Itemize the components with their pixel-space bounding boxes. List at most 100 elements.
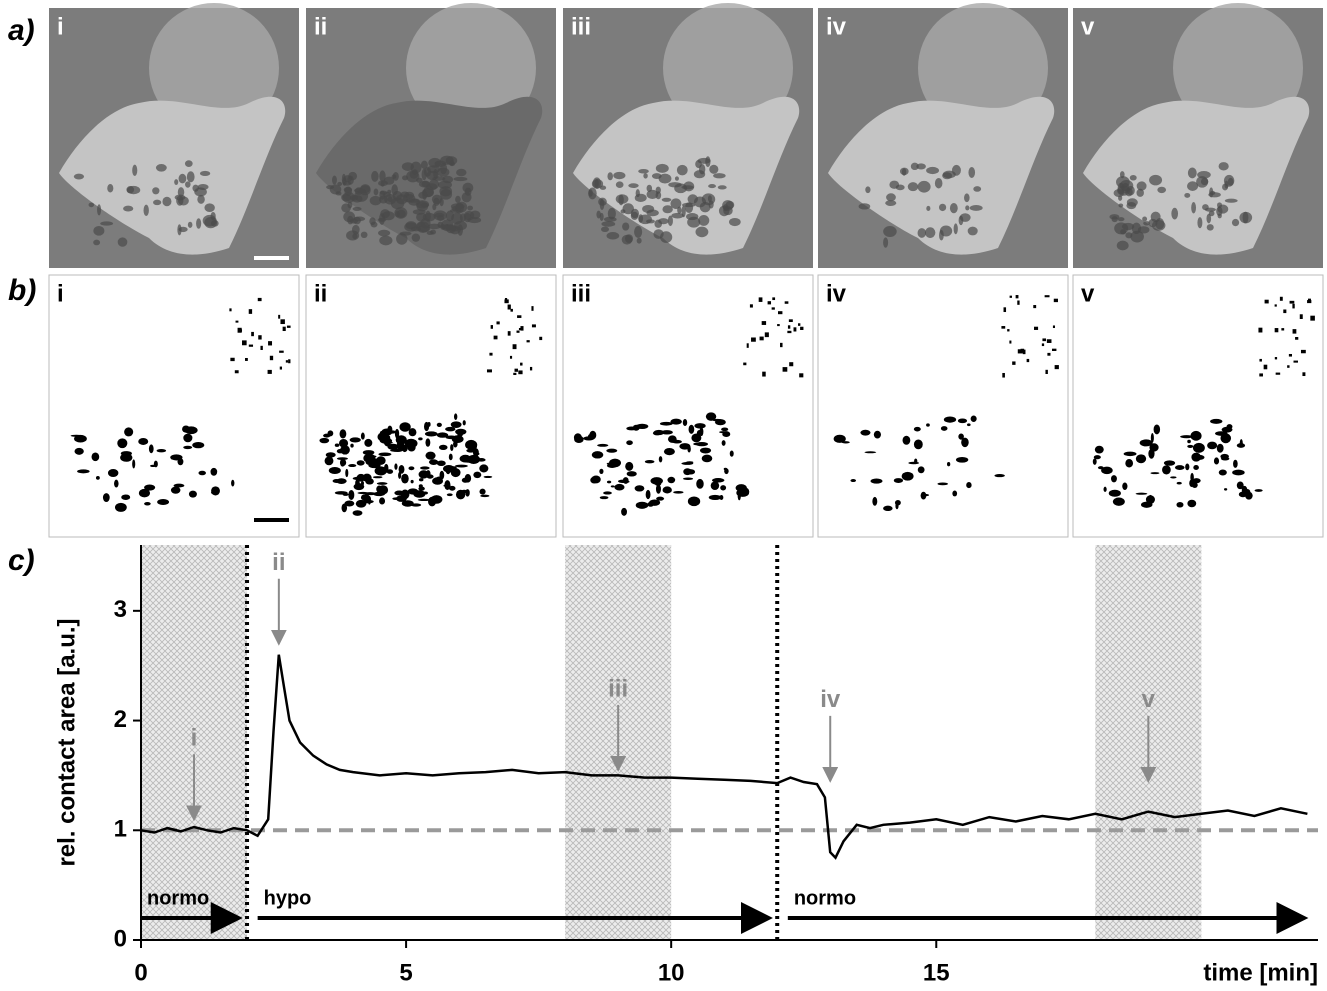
contact-spot <box>472 448 479 457</box>
contact-spot <box>258 335 262 340</box>
contact-spot <box>1197 217 1203 229</box>
contact-spot <box>1233 459 1238 468</box>
image-panel: v <box>1073 3 1323 268</box>
contact-spot <box>1026 358 1030 363</box>
contact-spot <box>1129 175 1137 181</box>
contact-spot <box>396 233 408 245</box>
contact-spot <box>156 449 167 453</box>
contact-spot <box>184 426 198 435</box>
contact-spot <box>1210 418 1223 424</box>
contact-spot <box>663 448 675 456</box>
contact-spot <box>436 422 442 427</box>
contact-spot <box>720 485 727 491</box>
contact-spot <box>344 500 355 507</box>
contact-spot <box>973 186 982 192</box>
contact-spot <box>425 451 436 460</box>
panel-label: a) <box>8 14 35 47</box>
contact-spot <box>642 204 655 213</box>
contact-spot <box>1187 439 1191 444</box>
contact-spot <box>510 308 513 312</box>
contact-spot <box>742 487 750 496</box>
contact-spot <box>493 335 498 340</box>
contact-spot <box>349 218 358 224</box>
contact-spot <box>1150 433 1154 443</box>
contact-spot <box>694 423 706 429</box>
contact-spot <box>352 206 362 211</box>
contact-spot <box>705 156 711 168</box>
contact-spot <box>428 459 439 466</box>
contact-spot <box>516 330 520 333</box>
contact-spot <box>667 215 673 227</box>
contact-spot <box>448 485 456 491</box>
contact-spot <box>1259 373 1263 377</box>
contact-spot <box>210 467 218 476</box>
contact-spot <box>341 194 352 202</box>
contact-spot <box>348 489 355 500</box>
contact-spot <box>1101 466 1113 475</box>
contact-spot <box>967 226 978 236</box>
contact-spot <box>1135 492 1148 495</box>
contact-spot <box>1264 299 1269 304</box>
contact-spot <box>268 341 273 346</box>
contact-spot <box>177 187 185 197</box>
contact-spot <box>1191 452 1201 462</box>
contact-spot <box>883 237 889 248</box>
contact-spot <box>153 460 158 468</box>
contact-spot <box>257 297 262 302</box>
contact-spot <box>1136 188 1144 197</box>
contact-spot <box>833 434 846 443</box>
contact-spot <box>454 464 468 468</box>
contact-spot <box>74 447 84 455</box>
contact-spot <box>949 202 958 214</box>
contact-spot <box>771 307 775 310</box>
contact-spot <box>183 433 193 443</box>
contact-spot <box>424 431 438 437</box>
contact-spot <box>95 476 100 480</box>
contact-spot <box>362 473 372 482</box>
contact-spot <box>395 210 400 218</box>
contact-spot <box>335 191 342 196</box>
contact-spot <box>288 359 291 364</box>
contact-spot <box>192 441 205 449</box>
binary-image <box>48 274 300 538</box>
contact-spot <box>947 462 951 467</box>
x-tick-label: 15 <box>923 959 950 986</box>
contact-spot <box>319 437 330 444</box>
contact-spot <box>964 193 970 203</box>
contact-spot <box>662 486 672 494</box>
contact-spot <box>450 421 462 428</box>
cell-region <box>918 3 1048 133</box>
image-label: i <box>57 13 64 40</box>
contact-spot <box>712 418 723 422</box>
contact-spot <box>1189 479 1195 487</box>
contact-spot <box>339 429 347 439</box>
contact-spot <box>518 327 521 331</box>
contact-spot <box>185 181 191 188</box>
contact-spot <box>1187 181 1199 191</box>
contact-spot <box>242 340 247 346</box>
binary-image <box>817 274 1069 538</box>
contact-spot <box>70 434 83 437</box>
contact-spot <box>374 466 387 476</box>
image-label: iii <box>571 280 591 307</box>
contact-spot <box>1180 435 1193 439</box>
contact-spot <box>1125 458 1134 468</box>
contact-spot <box>729 450 734 457</box>
contact-spot <box>926 205 931 211</box>
contact-spot <box>334 443 340 447</box>
contact-spot <box>591 451 604 459</box>
contact-spot <box>367 455 377 458</box>
contact-spot <box>644 460 655 464</box>
contact-spot <box>198 470 206 476</box>
contact-spot <box>399 422 411 432</box>
contact-spot <box>91 452 100 462</box>
contact-spot <box>620 480 630 483</box>
contact-spot <box>1121 222 1135 231</box>
contact-spot <box>638 168 649 174</box>
contact-spot <box>873 430 881 439</box>
contact-spot <box>957 418 968 424</box>
contact-spot <box>1275 372 1281 375</box>
contact-spot <box>1112 497 1125 506</box>
contact-spot <box>340 459 347 467</box>
contact-spot <box>432 203 437 211</box>
